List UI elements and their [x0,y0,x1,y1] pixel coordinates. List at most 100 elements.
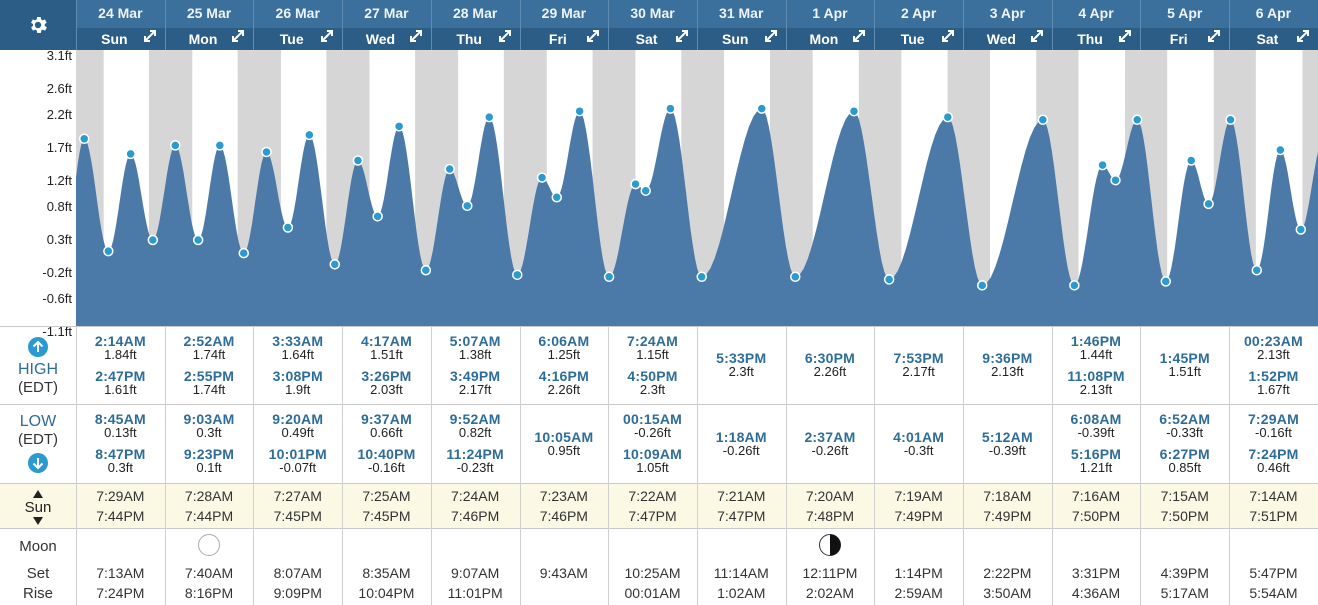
low-tide-point[interactable] [603,271,615,283]
low-tide-point[interactable] [1295,224,1307,235]
low-tide-point[interactable] [790,271,801,283]
expand-icon[interactable] [1207,29,1221,43]
day-date[interactable]: 29 Mar [541,5,587,21]
expand-icon[interactable] [586,29,600,43]
day-date[interactable]: 27 Mar [364,5,409,21]
high-tide-point[interactable] [393,121,405,132]
low-tide-time[interactable]: 11:24PM [446,446,504,462]
low-tide-time[interactable]: 7:29AM [1247,411,1299,427]
high-tide-time[interactable]: 00:23AM [1243,333,1303,349]
day-weekday[interactable]: Fri [548,31,567,47]
low-tide-point[interactable] [329,259,341,270]
low-tide-time[interactable]: 9:03AM [183,411,235,427]
expand-icon[interactable] [409,29,423,43]
low-tide-point[interactable] [1203,198,1214,210]
high-tide-time[interactable]: 2:55PM [183,368,235,384]
day-date[interactable]: 5 Apr [1167,5,1203,21]
high-tide-point[interactable] [756,103,768,114]
day-date[interactable]: 26 Mar [275,5,320,21]
low-tide-time[interactable]: 8:47PM [95,446,146,462]
day-date[interactable]: 2 Apr [901,5,937,21]
low-tide-time[interactable]: 5:16PM [1070,446,1122,462]
high-tide-time[interactable]: 7:53PM [893,350,944,366]
sun-label-group[interactable]: Sun [0,490,76,525]
low-tide-point[interactable] [282,222,294,233]
high-tide-point[interactable] [1131,114,1143,125]
day-date[interactable]: 30 Mar [630,5,675,21]
high-tide-time[interactable]: 5:33PM [716,350,767,366]
low-tide-point[interactable] [372,211,383,222]
low-tide-time[interactable]: 6:52AM [1159,411,1211,427]
high-tide-time[interactable]: 4:50PM [627,368,678,384]
high-tide-time[interactable]: 2:47PM [95,368,146,384]
low-tide-time[interactable]: 9:20AM [272,411,324,427]
low-tide-point[interactable] [976,280,988,291]
expand-icon[interactable] [852,29,866,43]
high-tide-point[interactable] [1275,144,1286,156]
low-tide-point[interactable] [238,247,249,259]
day-weekday[interactable]: Sun [722,31,749,47]
high-tide-time[interactable]: 1:45PM [1159,350,1210,366]
high-tide-time[interactable]: 3:49PM [450,368,501,384]
expand-icon[interactable] [231,29,245,43]
high-tide-time[interactable]: 4:16PM [538,368,589,384]
day-date[interactable]: 24 Mar [98,5,143,21]
low-tide-time[interactable]: 10:40PM [357,446,416,462]
day-date[interactable]: 4 Apr [1078,5,1114,21]
low-tide-time[interactable]: 10:05AM [534,429,594,445]
high-tide-point[interactable] [214,140,226,151]
low-tide-time[interactable]: 1:18AM [715,429,767,445]
low-tide-point[interactable] [696,271,707,283]
day-weekday[interactable]: Thu [1077,31,1103,47]
expand-icon[interactable] [1118,29,1132,43]
low-tide-time[interactable]: 00:15AM [623,411,683,427]
high-tide-point[interactable] [1097,159,1108,171]
high-tide-point[interactable] [444,163,455,175]
low-tide-point[interactable] [1069,280,1080,291]
expand-icon[interactable] [941,29,955,43]
high-tide-time[interactable]: 2:52AM [183,333,235,349]
high-tide-point[interactable] [848,105,860,117]
low-tide-time[interactable]: 10:09AM [623,446,683,462]
high-tide-point[interactable] [125,148,136,160]
day-date[interactable]: 31 Mar [719,5,764,21]
high-tide-time[interactable]: 6:30PM [804,350,856,366]
expand-icon[interactable] [1296,29,1310,43]
settings-button[interactable] [0,0,76,50]
low-tide-time[interactable]: 9:37AM [360,411,412,427]
low-tide-time[interactable]: 5:12AM [981,429,1033,445]
day-weekday[interactable]: Fri [1169,31,1188,47]
low-tide-time[interactable]: 6:27PM [1159,446,1210,462]
expand-icon[interactable] [764,29,778,43]
day-weekday[interactable]: Sun [101,31,128,47]
day-weekday[interactable]: Wed [986,31,1016,47]
low-tide-point[interactable] [1110,174,1121,186]
low-tide-point[interactable] [551,192,563,203]
high-tide-point[interactable] [170,140,181,151]
low-tide-time[interactable]: 6:08AM [1070,411,1122,427]
high-tide-time[interactable]: 3:33AM [272,333,324,349]
high-tide-point[interactable] [665,103,676,114]
high-tide-point[interactable] [484,111,495,123]
high-tide-time[interactable]: 1:46PM [1070,333,1122,349]
high-tide-time[interactable]: 1:52PM [1248,368,1299,384]
day-date[interactable]: 28 Mar [452,5,498,21]
expand-icon[interactable] [320,29,334,43]
high-tide-point[interactable] [1225,114,1236,125]
day-date[interactable]: 1 Apr [812,5,848,21]
low-tide-time[interactable]: 9:52AM [449,411,501,427]
low-tide-point[interactable] [147,234,159,246]
low-tide-time[interactable]: 8:45AM [94,411,146,427]
high-tide-point[interactable] [1037,114,1049,125]
high-tide-point[interactable] [536,172,548,183]
high-tide-time[interactable]: 9:36PM [982,350,1033,366]
day-weekday[interactable]: Tue [900,31,925,47]
high-tide-point[interactable] [261,146,272,158]
low-tide-time[interactable]: 4:01AM [893,429,945,445]
high-tide-time[interactable]: 6:06AM [538,333,590,349]
day-weekday[interactable]: Mon [809,31,839,47]
high-tide-point[interactable] [1185,155,1197,166]
high-tide-time[interactable]: 5:07AM [449,333,501,349]
high-tide-time[interactable]: 3:26PM [361,368,412,384]
expand-icon[interactable] [675,29,689,43]
